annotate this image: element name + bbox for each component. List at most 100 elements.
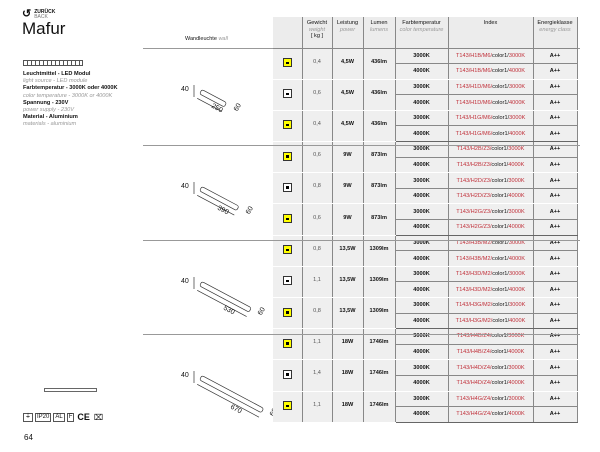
temp-cell: 3000K bbox=[395, 359, 449, 376]
table-row: 0,4 4,5W 436lm 3000K T143/H1G/M6/color1/3000… bbox=[273, 110, 578, 143]
finish-cell bbox=[273, 359, 303, 392]
index-prefix: T143/H4D/Z4/ bbox=[456, 380, 492, 387]
finish-swatch-icon[interactable] bbox=[282, 338, 292, 348]
lumen-cell: 873lm bbox=[363, 141, 396, 174]
index-prefix: T143/H4B/Z4/ bbox=[456, 349, 492, 356]
index-color: color1/ bbox=[492, 130, 510, 137]
temp-cell: 4000K bbox=[395, 125, 449, 143]
table-row: 1,4 18W 1746lm 3000K T143/H4D/Z4/color1/3000… bbox=[273, 359, 578, 392]
spec-label-en: materials - aluminium bbox=[23, 121, 77, 128]
dimension-drawing: 4067060 bbox=[180, 369, 280, 419]
temp-cell: 4000K bbox=[395, 157, 449, 174]
temp-cell: 3000K bbox=[395, 297, 449, 314]
weight-cell: 0,4 bbox=[302, 110, 333, 143]
energy-cell: A++ bbox=[533, 219, 578, 236]
energy-cell: A++ bbox=[533, 48, 578, 65]
finish-swatch-icon[interactable] bbox=[282, 120, 292, 130]
index-prefix: T143/H1D/M6/ bbox=[455, 99, 493, 106]
index-prefix: T143/H4D/Z4/ bbox=[456, 364, 492, 371]
table-row: 1,1 13,5W 1309lm 3000K T143/H3D/M2/color1/30… bbox=[273, 266, 578, 299]
lumen-cell: 1309lm bbox=[363, 297, 396, 330]
table-row: 0,6 9W 873lm 3000K T143/H2G/Z3/color1/3000K A… bbox=[273, 203, 578, 236]
index-prefix: T143/H3D/M2/ bbox=[455, 271, 493, 278]
column-header: Lumen lumens bbox=[363, 17, 396, 49]
temp-cell: 3000K bbox=[395, 172, 449, 189]
column-header: Farbtemperatur color temperature bbox=[395, 17, 449, 49]
finish-swatch-icon[interactable] bbox=[282, 151, 292, 161]
table-row: 4000K T143/H4D/Z4/color1/4000K A++ bbox=[273, 375, 578, 392]
table-row: 4000K T143/H2D/Z3/color1/4000K A++ bbox=[273, 188, 578, 205]
led-strip-icon bbox=[23, 60, 83, 66]
spec-label: Spannung - 230V bbox=[23, 99, 69, 106]
index-prefix: T143/H3B/M2/ bbox=[455, 239, 493, 246]
temp-cell: 3000K bbox=[395, 391, 449, 408]
header-en: lumens bbox=[369, 26, 389, 33]
temp-cell: 4000K bbox=[395, 313, 449, 330]
finish-swatch-icon[interactable] bbox=[282, 369, 292, 379]
finish-swatch-icon[interactable] bbox=[282, 89, 292, 99]
lumen-cell: 1746lm bbox=[363, 328, 396, 361]
index-cell: T143/H1G/M6/color1/3000K bbox=[448, 110, 534, 127]
temp-cell: 4000K bbox=[395, 188, 449, 205]
weee-bin-icon: ⌧ bbox=[93, 413, 104, 422]
spec-label: Material - Aluminium bbox=[23, 114, 78, 121]
luminaire-sketch-icon bbox=[193, 182, 239, 216]
index-color: color1/ bbox=[492, 83, 509, 90]
temp-cell: 3000K bbox=[395, 328, 449, 345]
finish-swatch-icon[interactable] bbox=[282, 245, 292, 255]
finish-swatch-icon[interactable] bbox=[282, 182, 292, 192]
lumen-cell: 1746lm bbox=[363, 359, 396, 392]
index-color: color1/ bbox=[491, 224, 509, 231]
header-de: Lumen bbox=[370, 20, 388, 26]
temp-cell: 4000K bbox=[395, 63, 449, 80]
index-cell: T143/H1G/M6/color1/4000K bbox=[448, 125, 534, 143]
index-cell: T143/H4D/Z4/color1/4000K bbox=[448, 375, 534, 392]
temp-cell: 4000K bbox=[395, 219, 449, 236]
index-temp: 4000K bbox=[508, 286, 526, 293]
index-temp: 4000K bbox=[508, 224, 525, 231]
product-table: Gewicht weight[ kg ] Leistung power Lumen lum… bbox=[273, 17, 578, 423]
temp-cell: 3000K bbox=[395, 203, 449, 221]
index-temp: 3000K bbox=[508, 395, 525, 402]
energy-cell: A++ bbox=[533, 297, 578, 314]
header-en: power bbox=[339, 26, 356, 33]
index-cell: T143/H3D/M2/color1/4000K bbox=[448, 281, 534, 298]
power-cell: 18W bbox=[332, 359, 364, 392]
index-color: color1/ bbox=[491, 161, 509, 168]
finish-swatch-icon[interactable] bbox=[282, 307, 292, 317]
temp-cell: 4000K bbox=[395, 281, 449, 298]
finish-swatch-icon[interactable] bbox=[282, 401, 292, 411]
index-color: color1/ bbox=[491, 333, 509, 340]
index-cell: T143/H4G/Z4/color1/3000K bbox=[448, 391, 534, 408]
finish-cell bbox=[273, 328, 303, 361]
index-temp: 3000K bbox=[508, 364, 525, 371]
finish-swatch-icon[interactable] bbox=[282, 58, 292, 68]
index-color: color1/ bbox=[491, 208, 509, 215]
header-unit: [ kg ] bbox=[310, 33, 324, 39]
table-row: 4000K T143/H4B/Z4/color1/4000K A++ bbox=[273, 344, 578, 361]
energy-cell: A++ bbox=[533, 94, 578, 111]
energy-cell: A++ bbox=[533, 79, 578, 96]
finish-swatch-icon[interactable] bbox=[282, 214, 292, 224]
index-temp: 3000K bbox=[508, 271, 526, 278]
table-row: 0,6 4,5W 436lm 3000K T143/H1D/M6/color1/3000… bbox=[273, 79, 578, 111]
group-divider bbox=[143, 240, 580, 241]
index-color: color1/ bbox=[491, 380, 509, 387]
header-de: Leistung bbox=[336, 20, 359, 26]
index-temp: 3000K bbox=[508, 239, 526, 246]
table-row: 4000K T143/H2G/Z3/color1/4000K A++ bbox=[273, 219, 578, 236]
weight-cell: 1,1 bbox=[302, 391, 333, 423]
table-row: 1,1 18W 1746lm 3000K T143/H4G/Z4/color1/3000… bbox=[273, 391, 578, 423]
back-link[interactable]: ↺ ZURÜCK BACK bbox=[22, 9, 55, 20]
group-divider bbox=[143, 334, 580, 335]
table-row: 4000K T143/H4G/Z4/color1/4000K A++ bbox=[273, 406, 578, 423]
scale-bar bbox=[44, 388, 97, 392]
index-cell: T143/H4G/Z4/color1/4000K bbox=[448, 406, 534, 423]
index-temp: 3000K bbox=[509, 302, 526, 309]
finish-swatch-icon[interactable] bbox=[282, 276, 292, 286]
energy-cell: A++ bbox=[533, 235, 578, 252]
cert-f-icon: F bbox=[66, 413, 75, 422]
column-header: Leistung power bbox=[332, 17, 364, 49]
page-title: Mafur bbox=[22, 19, 66, 38]
index-prefix: T143/H2D/Z3/ bbox=[456, 193, 492, 200]
